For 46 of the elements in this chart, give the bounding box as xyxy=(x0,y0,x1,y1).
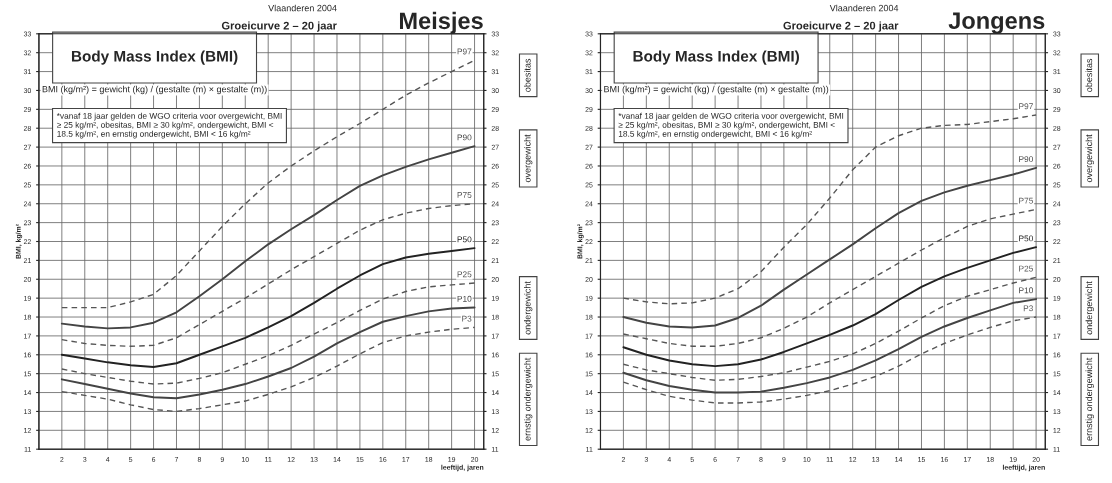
series-label: P25 xyxy=(1019,265,1033,272)
annotation: *vanaf 18 jaar gelden de WGO criteria voor overgewicht, BMI ≥ 25 kg/m², obesitas, BMI ≥ 30 kg/m², ondergewicht, BMI < 18.5 kg/m², en ernstig ondergewicht, BMI < 16 kg/m² xyxy=(618,112,844,139)
series-label: P3 xyxy=(462,315,472,322)
line-series xyxy=(61,282,476,385)
series-label: P75 xyxy=(457,192,472,198)
line-series xyxy=(60,306,476,400)
series-label: P75 xyxy=(1019,197,1033,204)
text: ondergewicht xyxy=(523,281,533,335)
series-label: P50 xyxy=(1019,235,1034,242)
line-series xyxy=(60,247,476,369)
line-series xyxy=(622,246,1038,368)
line-series xyxy=(61,326,476,413)
text: overgewicht xyxy=(1085,134,1094,183)
chart-title: Jongens xyxy=(948,12,1045,34)
annotation: *vanaf 18 jaar gelden de WGO criteria voor overgewicht, BMI ≥ 25 kg/m², obesitas, BMI ≥ 30 kg/m², ondergewicht, BMI < 18.5 kg/m², en ernstig ondergewicht, BMI < 16 kg/m² xyxy=(56,112,282,139)
line-series xyxy=(622,316,1037,404)
line-series xyxy=(622,298,1038,394)
line-series xyxy=(61,203,476,347)
series-label: P10 xyxy=(457,295,472,302)
series-label: P90 xyxy=(457,134,472,141)
annotation: Body Mass Index (BMI) xyxy=(633,50,799,65)
chart-title: Meisjes xyxy=(399,11,483,34)
text: obesitas xyxy=(523,58,531,92)
series-label: P97 xyxy=(1019,103,1033,110)
series-label: P50 xyxy=(457,236,472,243)
chart-subtitle: Groeicurve 2 – 20 jaar xyxy=(221,21,337,32)
text: Vlaanderen 2004 xyxy=(268,4,337,12)
line-series xyxy=(60,145,476,330)
chart-subtitle: Groeicurve 2 – 20 jaar xyxy=(783,21,899,32)
text: ondergewicht xyxy=(1085,281,1094,335)
text: Vlaanderen 2004 xyxy=(829,4,899,12)
series-label: P90 xyxy=(1019,156,1034,163)
line-series xyxy=(622,166,1038,329)
series-label: P97 xyxy=(457,48,472,55)
line-series xyxy=(622,276,1037,381)
text: overgewicht xyxy=(523,134,533,183)
annotation: BMI (kg/m²) = gewicht (kg) / (gestalte (m) × gestalte (m)) xyxy=(42,85,267,95)
text: ernstig ondergewicht xyxy=(523,357,533,441)
annotation: Body Mass Index (BMI) xyxy=(71,50,238,65)
series-label: P3 xyxy=(1023,305,1033,312)
annotation: BMI (kg/m²) = gewicht (kg) / (gestalte (m) × gestalte (m)) xyxy=(604,85,829,95)
series-label: P25 xyxy=(457,271,472,278)
line-series xyxy=(622,208,1037,347)
text: ernstig ondergewicht xyxy=(1085,357,1094,441)
text: obesitas xyxy=(1085,58,1093,92)
series-label: P10 xyxy=(1019,287,1034,294)
